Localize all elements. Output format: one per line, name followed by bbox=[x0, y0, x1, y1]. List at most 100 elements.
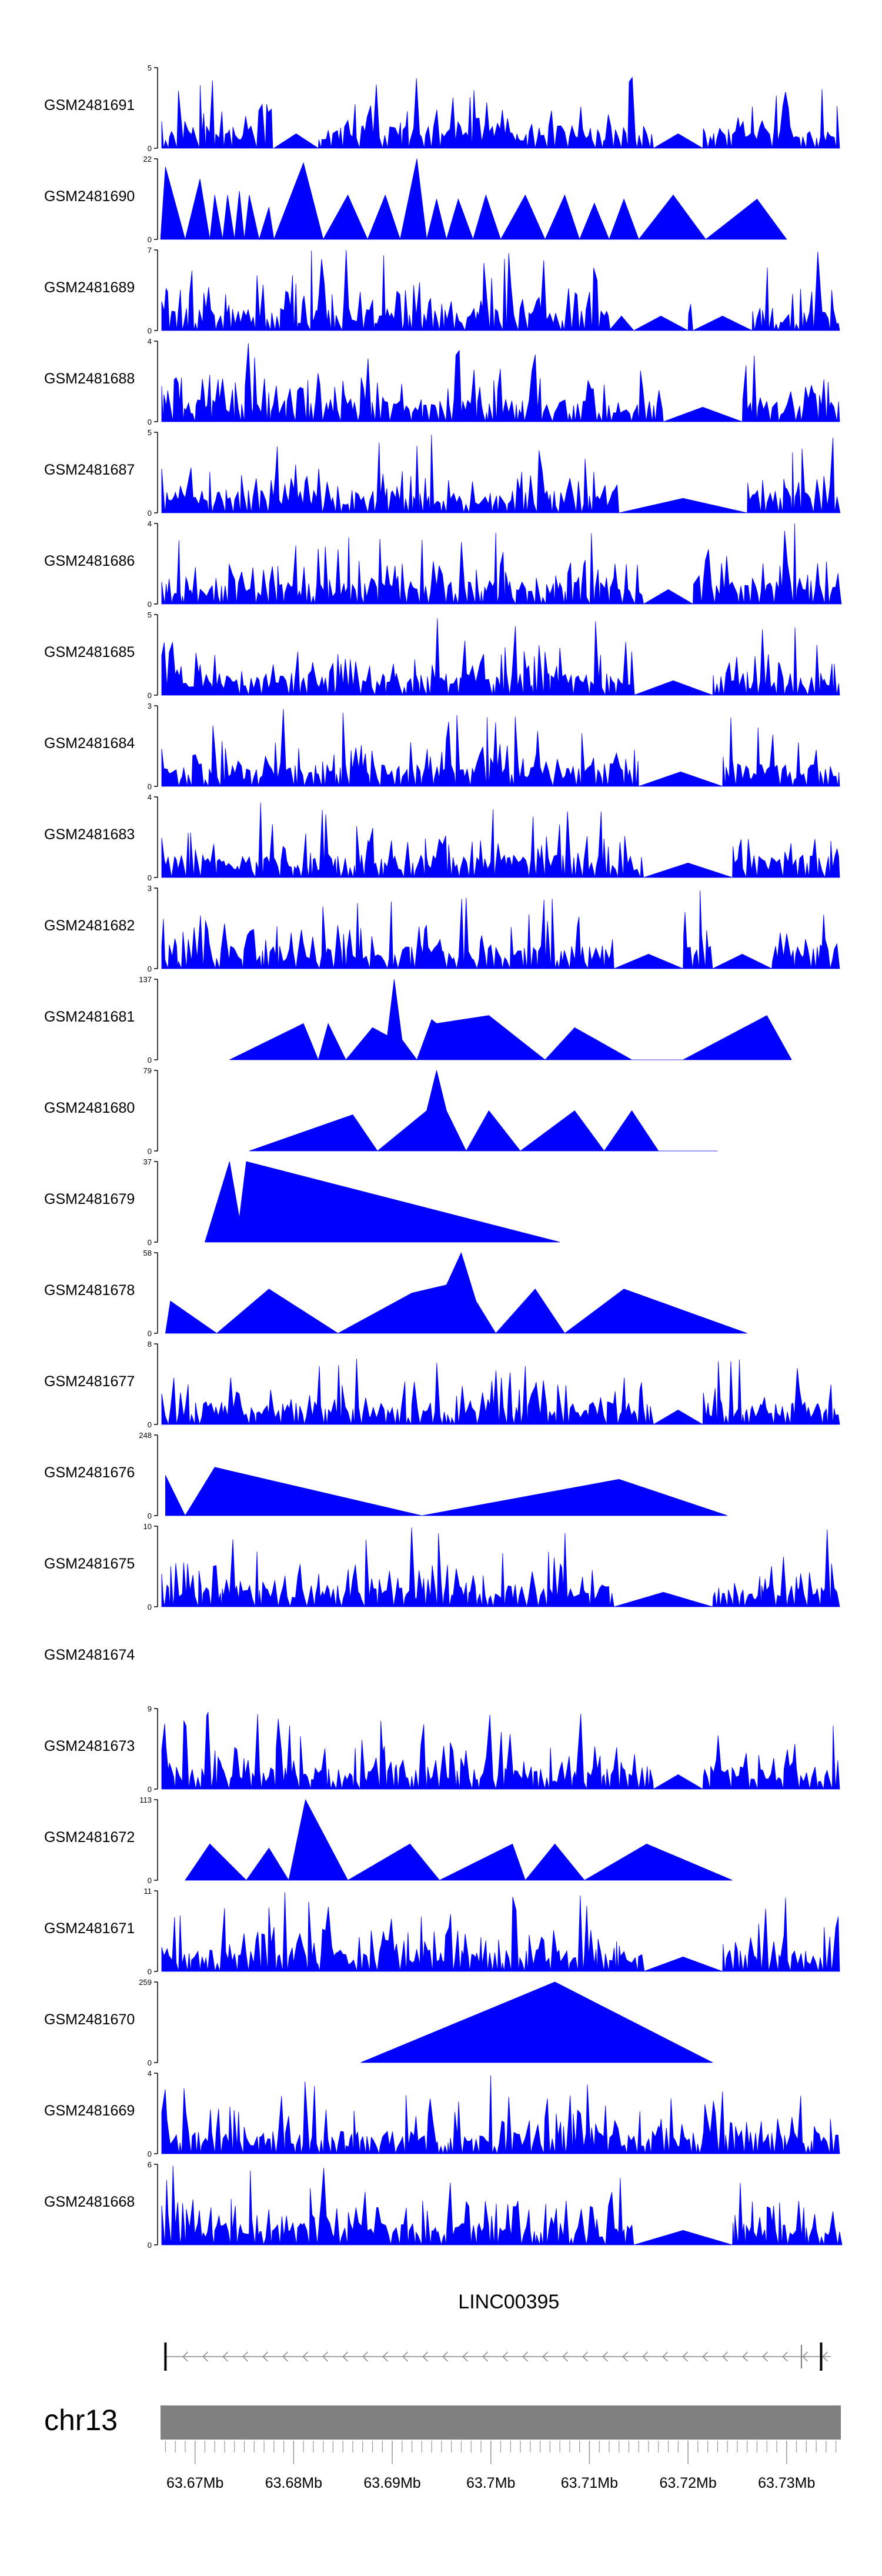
y-axis-min-label: 0 bbox=[148, 1420, 152, 1429]
track-label: GSM2481689 bbox=[44, 279, 135, 296]
track-label: GSM2481683 bbox=[44, 826, 135, 843]
coverage-area bbox=[161, 709, 840, 787]
y-axis-max-label: 248 bbox=[139, 1431, 152, 1440]
track-label: GSM2481684 bbox=[44, 735, 135, 752]
y-axis-min-label: 0 bbox=[148, 144, 152, 153]
track-GSM2481670: GSM2481670 259 0 bbox=[44, 1978, 713, 2067]
y-axis-min-label: 0 bbox=[148, 1056, 152, 1065]
track-label: GSM2481688 bbox=[44, 371, 135, 387]
track-label: GSM2481668 bbox=[44, 2194, 135, 2210]
coverage-area bbox=[360, 1981, 713, 2063]
y-axis-max-label: 22 bbox=[143, 155, 152, 163]
strand-arrow bbox=[402, 2351, 408, 2362]
coverage-area bbox=[161, 1359, 840, 1425]
x-tick-label: 63.7Mb bbox=[466, 2475, 515, 2491]
y-axis-min-label: 0 bbox=[148, 1511, 152, 1520]
strand-arrow bbox=[322, 2351, 328, 2362]
track-GSM2481675: GSM2481675 10 0 bbox=[44, 1522, 840, 1611]
track-GSM2481688: GSM2481688 4 0 bbox=[44, 337, 840, 426]
track-label: GSM2481682 bbox=[44, 917, 135, 934]
coverage-area bbox=[160, 158, 787, 241]
y-axis-max-label: 4 bbox=[148, 793, 152, 802]
track-label: GSM2481685 bbox=[44, 644, 135, 660]
y-axis-max-label: 9 bbox=[148, 1704, 152, 1713]
track-label: GSM2481672 bbox=[44, 1829, 135, 1846]
coverage-area bbox=[161, 618, 840, 696]
y-axis-max-label: 137 bbox=[139, 975, 152, 984]
y-axis-min-label: 0 bbox=[148, 2150, 152, 2158]
track-label: GSM2481671 bbox=[44, 1920, 135, 1937]
coverage-area bbox=[185, 1798, 733, 1881]
coverage-area bbox=[161, 76, 840, 149]
strand-arrow bbox=[482, 2351, 488, 2362]
chromosome-band bbox=[161, 2405, 841, 2440]
track-GSM2481678: GSM2481678 58 0 bbox=[44, 1249, 747, 1338]
track-GSM2481681: GSM2481681 137 0 bbox=[44, 975, 792, 1065]
track-label: GSM2481686 bbox=[44, 553, 135, 569]
y-axis-max-label: 37 bbox=[143, 1157, 152, 1166]
strand-arrow bbox=[522, 2351, 528, 2362]
strand-arrow bbox=[342, 2351, 348, 2362]
track-label: GSM2481691 bbox=[44, 97, 135, 114]
track-GSM2481668: GSM2481668 6 0 bbox=[44, 2160, 843, 2250]
strand-arrow bbox=[302, 2351, 308, 2362]
y-axis-max-label: 3 bbox=[148, 702, 152, 710]
track-GSM2481679: GSM2481679 37 0 bbox=[44, 1157, 560, 1247]
y-axis-min-label: 0 bbox=[148, 1876, 152, 1885]
track-label: GSM2481681 bbox=[44, 1009, 135, 1025]
track-GSM2481682: GSM2481682 3 0 bbox=[44, 884, 840, 973]
x-tick-label: 63.67Mb bbox=[166, 2475, 223, 2491]
x-tick-label: 63.71Mb bbox=[561, 2475, 618, 2491]
track-GSM2481673: GSM2481673 9 0 bbox=[44, 1704, 840, 1794]
track-label: GSM2481674 bbox=[44, 1647, 135, 1663]
y-axis-min-label: 0 bbox=[148, 873, 152, 882]
y-axis-min-label: 0 bbox=[148, 235, 152, 244]
coverage-area bbox=[161, 250, 840, 332]
chromosome-axis: chr13 63.67Mb 63.68Mb 63.69Mb 63.7Mb 63.71Mb 6… bbox=[44, 2404, 841, 2491]
strand-arrow bbox=[502, 2351, 508, 2362]
coverage-area bbox=[249, 1070, 718, 1152]
y-axis-min-label: 0 bbox=[148, 1329, 152, 1338]
y-axis-min-label: 0 bbox=[148, 782, 152, 791]
coverage-area bbox=[229, 979, 792, 1061]
chromosome-label: chr13 bbox=[44, 2404, 118, 2437]
track-GSM2481690: GSM2481690 22 0 bbox=[44, 155, 787, 244]
y-axis-max-label: 4 bbox=[148, 2069, 152, 2078]
track-GSM2481672: GSM2481672 113 0 bbox=[44, 1796, 733, 1885]
strand-arrow bbox=[242, 2351, 248, 2362]
track-GSM2481689: GSM2481689 7 0 bbox=[44, 246, 840, 335]
track-GSM2481674: GSM2481674 bbox=[44, 1647, 135, 1663]
coverage-area bbox=[161, 435, 841, 514]
strand-arrow bbox=[542, 2351, 548, 2362]
coverage-area bbox=[161, 343, 840, 423]
track-GSM2481691: GSM2481691 5 0 bbox=[44, 64, 840, 153]
strand-arrow bbox=[382, 2351, 388, 2362]
coverage-area bbox=[161, 2165, 843, 2245]
strand-arrow bbox=[662, 2351, 668, 2362]
y-axis-max-label: 259 bbox=[139, 1978, 152, 1987]
y-axis-min-label: 0 bbox=[148, 691, 152, 700]
track-GSM2481687: GSM2481687 5 0 bbox=[44, 428, 841, 518]
y-axis-max-label: 7 bbox=[148, 246, 152, 255]
track-GSM2481671: GSM2481671 11 0 bbox=[44, 1887, 840, 1976]
y-axis-max-label: 10 bbox=[143, 1522, 152, 1531]
strand-arrow bbox=[822, 2351, 828, 2362]
strand-arrow bbox=[442, 2351, 448, 2362]
x-tick-label: 63.72Mb bbox=[659, 2475, 716, 2491]
strand-arrow bbox=[222, 2351, 228, 2362]
strand-arrow bbox=[282, 2351, 288, 2362]
strand-arrow bbox=[182, 2351, 188, 2362]
track-GSM2481680: GSM2481680 79 0 bbox=[44, 1066, 718, 1156]
strand-arrow bbox=[562, 2351, 568, 2362]
strand-arrow bbox=[722, 2351, 728, 2362]
track-label: GSM2481670 bbox=[44, 2011, 135, 2028]
y-axis-min-label: 0 bbox=[148, 965, 152, 973]
y-axis-min-label: 0 bbox=[148, 2058, 152, 2067]
y-axis-min-label: 0 bbox=[148, 418, 152, 426]
track-label: GSM2481675 bbox=[44, 1556, 135, 1572]
x-tick-label: 63.68Mb bbox=[265, 2475, 322, 2491]
strand-arrow bbox=[202, 2351, 208, 2362]
y-axis-min-label: 0 bbox=[148, 1785, 152, 1794]
y-axis-max-label: 4 bbox=[148, 519, 152, 528]
y-axis-min-label: 0 bbox=[148, 1147, 152, 1156]
